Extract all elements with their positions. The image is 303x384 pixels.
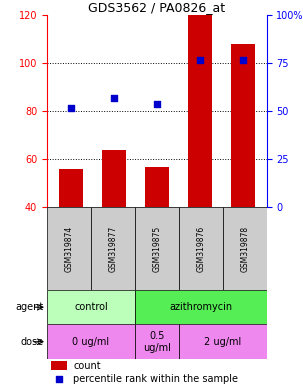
Bar (47, 207, 91, 290)
Bar (91, 207, 135, 290)
Bar (102, 150, 125, 207)
Text: dose: dose (21, 337, 44, 347)
Text: GSM319874: GSM319874 (65, 225, 73, 272)
Text: GSM319877: GSM319877 (108, 225, 117, 272)
Text: agent: agent (16, 302, 44, 312)
Bar (135, 290, 267, 324)
Point (68, 104, 73, 111)
Point (241, 56, 245, 63)
Text: count: count (73, 361, 101, 371)
Bar (179, 324, 267, 359)
Point (57, 376, 62, 382)
Point (198, 56, 202, 63)
Bar (47, 324, 135, 359)
Bar (135, 207, 179, 290)
Bar (59, 169, 82, 207)
Bar (188, 15, 212, 207)
Text: control: control (74, 302, 108, 312)
Bar (179, 207, 223, 290)
Text: 0.5
ug/ml: 0.5 ug/ml (143, 331, 171, 353)
Text: azithromycin: azithromycin (169, 302, 232, 312)
Bar (51, 361, 67, 370)
Bar (135, 324, 179, 359)
Bar (231, 44, 255, 207)
Text: percentile rank within the sample: percentile rank within the sample (73, 374, 238, 384)
Title: GDS3562 / PA0826_at: GDS3562 / PA0826_at (88, 1, 225, 14)
Bar (223, 207, 267, 290)
Text: 2 ug/ml: 2 ug/ml (204, 337, 241, 347)
Text: GSM319875: GSM319875 (152, 225, 161, 272)
Text: GSM319878: GSM319878 (240, 225, 249, 272)
Point (155, 101, 159, 107)
Bar (47, 290, 135, 324)
Text: 0 ug/ml: 0 ug/ml (72, 337, 109, 347)
Bar (145, 167, 169, 207)
Point (111, 95, 116, 101)
Text: GSM319876: GSM319876 (196, 225, 205, 272)
